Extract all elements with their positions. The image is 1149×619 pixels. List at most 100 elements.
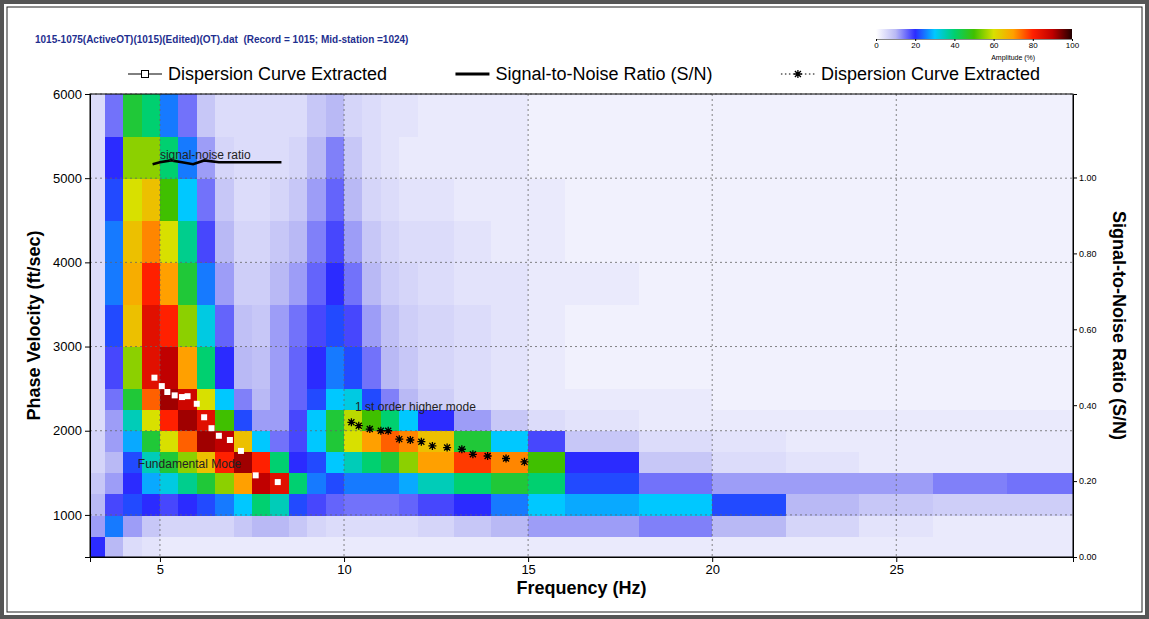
heatmap-cell (565, 136, 639, 179)
heatmap-cell (197, 94, 216, 137)
heatmap-cell (381, 304, 400, 347)
heatmap-cell (105, 262, 124, 305)
heatmap-cell (252, 347, 271, 390)
heatmap-cell (381, 536, 400, 557)
heatmap-cell (234, 220, 253, 263)
heatmap-cell (178, 304, 197, 347)
heatmap-cell (289, 304, 308, 347)
heatmap-cell (344, 178, 363, 221)
heatmap-cell (565, 515, 639, 537)
heatmap-cell (234, 410, 253, 432)
heatmap-cell (362, 178, 381, 221)
tick-mark (1073, 177, 1077, 178)
heatmap-cell (289, 473, 308, 495)
heatmap-cell (215, 262, 234, 305)
heatmap-cell (491, 410, 528, 432)
heatmap-cell (344, 220, 363, 263)
grid-line (90, 430, 1073, 431)
heatmap-cell (123, 536, 142, 557)
heatmap-cell (142, 431, 161, 453)
tick-label: 5000 (53, 171, 82, 186)
heatmap-cell (160, 515, 179, 537)
heatmap-cell (528, 410, 565, 432)
heatmap-cell (270, 389, 289, 411)
heatmap-cell (142, 389, 161, 411)
heatmap-cell (178, 94, 197, 137)
heatmap-cell (123, 431, 142, 453)
heatmap-cell (289, 178, 308, 221)
data-point (227, 437, 233, 443)
heatmap-cell (160, 431, 179, 453)
heatmap-cell (289, 536, 308, 557)
heatmap-cell (528, 431, 565, 453)
heatmap-cell (326, 178, 345, 221)
heatmap-cell (491, 178, 528, 221)
heatmap-cell (215, 178, 234, 221)
heatmap-cell (528, 304, 565, 347)
heatmap-cell (289, 494, 308, 516)
colorbar (876, 29, 1072, 39)
heatmap-cell (90, 347, 105, 390)
heatmap-cell (362, 136, 381, 179)
heatmap-cell (105, 136, 124, 179)
heatmap-cell (418, 473, 455, 495)
heatmap-cell (491, 136, 528, 179)
heatmap-cell (528, 220, 565, 263)
heatmap-cell (712, 515, 786, 537)
legend-item: Dispersion Curve Extracted (781, 64, 1040, 84)
data-point (159, 383, 165, 389)
heatmap-cell (105, 94, 124, 137)
heatmap-cell (418, 515, 455, 537)
tick-label: 1.00 (1079, 173, 1097, 183)
heatmap-cell (362, 94, 381, 137)
heatmap-cell (326, 304, 345, 347)
heatmap-cell (639, 431, 713, 453)
plot-frame (90, 94, 1073, 557)
plot-background (90, 94, 1073, 557)
heatmap-cell (178, 220, 197, 263)
heatmap-cell (270, 347, 289, 390)
tick: 0.60 (1073, 325, 1097, 335)
heatmap-cell (712, 452, 786, 474)
data-point (275, 479, 281, 485)
heatmap-cell (491, 220, 528, 263)
heatmap-cell (1007, 494, 1073, 516)
tick: 0.80 (1073, 249, 1097, 259)
heatmap-cell (381, 515, 400, 537)
heatmap-cell (252, 494, 271, 516)
heatmap-cell (565, 262, 639, 305)
heatmap-cell (491, 515, 528, 537)
heatmap-cell (859, 262, 933, 305)
heatmap-cell (565, 304, 639, 347)
tick-label: 15 (521, 562, 535, 577)
heatmap-cell (197, 473, 216, 495)
x-axis-title: Frequency (Hz) (516, 578, 646, 598)
heatmap-cell (1007, 410, 1073, 432)
heatmap-cell (712, 473, 786, 495)
heatmap-cell (326, 473, 345, 495)
heatmap-cell (362, 220, 381, 263)
heatmap-cell (418, 494, 455, 516)
axis-line (85, 95, 91, 558)
heatmap-cell (362, 473, 381, 495)
heatmap-cell (142, 536, 161, 557)
heatmap-cell (712, 178, 786, 221)
heatmap-cell (289, 389, 308, 411)
data-point (151, 375, 157, 381)
data-point (208, 425, 214, 431)
grid-line (712, 94, 713, 557)
heatmap-cell (142, 410, 161, 432)
heatmap-cell (270, 452, 289, 474)
heatmap-cell (90, 452, 105, 474)
data-point (355, 422, 363, 430)
heatmap-cell (491, 389, 528, 411)
heatmap-cell (639, 389, 713, 411)
heatmap-cell (326, 136, 345, 179)
heatmap-cell (565, 452, 639, 474)
tick-label: 0.40 (1079, 401, 1097, 411)
heatmap-cell (454, 178, 491, 221)
axis: 020406080100 (874, 39, 1079, 50)
heatmap-cell (123, 515, 142, 537)
heatmap-cell (528, 347, 565, 390)
heatmap-cell (418, 178, 455, 221)
